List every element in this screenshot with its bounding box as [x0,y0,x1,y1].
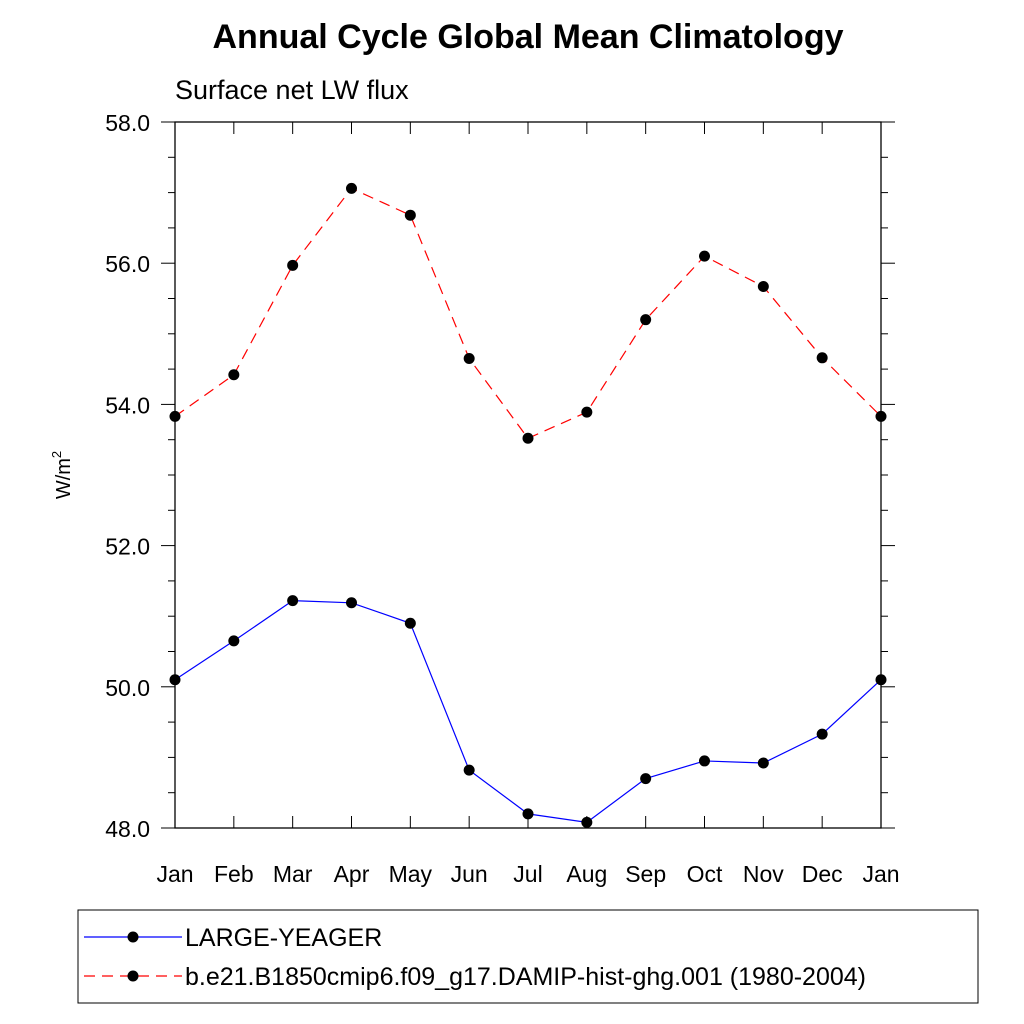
data-point [522,808,534,820]
legend-label: b.e21.B1850cmip6.f09_g17.DAMIP-hist-ghg.… [185,963,866,991]
series-line [174,187,882,440]
data-point [875,410,887,422]
data-point [463,764,475,776]
data-point [816,352,828,364]
x-tick-label: Feb [214,861,254,887]
data-point [463,353,475,365]
series-1 [169,595,887,828]
x-tick-label: Jun [451,861,488,887]
y-axis-label-superscript: 2 [49,451,64,458]
data-point [404,617,416,629]
y-tick-label: 52.0 [105,534,150,560]
plot-frame [174,121,882,829]
y-tick-label: 54.0 [105,392,150,418]
data-point [228,369,240,381]
y-tick-label: 48.0 [105,816,150,842]
data-point [581,406,593,418]
data-point [757,280,769,292]
x-tick-label: Apr [334,861,370,887]
x-tick-label: Jul [513,861,542,887]
y-tick-label: 58.0 [105,110,150,136]
data-point [287,595,299,607]
x-tick-label: Dec [802,861,843,887]
axis-ticks [161,121,895,829]
y-tick-label: 50.0 [105,675,150,701]
legend: LARGE-YEAGER b.e21.B1850cmip6.f09_g17.DAM… [84,924,866,991]
data-point [522,432,534,444]
series-layer [169,182,887,828]
data-point [816,728,828,740]
chart-subtitle: Surface net LW flux [175,75,409,105]
series-2 [169,182,887,444]
data-point [757,757,769,769]
chart-title: Annual Cycle Global Mean Climatology [213,18,844,56]
x-tick-label: Aug [566,861,607,887]
x-tick-label: Oct [687,861,723,887]
data-point [228,635,240,647]
x-tick-labels: Jan Feb Mar Apr May Jun Jul Aug Sep Oct Nov Dec Jan [156,861,899,887]
x-tick-label: Nov [743,861,784,887]
series-line [174,600,882,823]
legend-box [77,909,979,1004]
data-point [404,209,416,221]
legend-item-2: b.e21.B1850cmip6.f09_g17.DAMIP-hist-ghg.… [84,963,866,991]
legend-marker [127,931,139,943]
data-point [875,674,887,686]
y-tick-labels: 48.0 50.0 52.0 54.0 56.0 58.0 [105,110,150,842]
data-point [699,250,710,262]
x-tick-label: Jan [156,861,193,887]
data-point [640,773,652,785]
y-axis-label-base: W/m [53,458,75,499]
data-point [169,410,181,422]
legend-marker [127,970,139,982]
data-point [287,259,299,271]
data-point [640,314,652,326]
data-point [346,182,357,194]
data-point [169,674,181,686]
data-point [699,755,710,767]
legend-item-1: LARGE-YEAGER [84,924,382,952]
x-tick-label: Jan [862,861,899,887]
legend-label: LARGE-YEAGER [185,924,382,952]
y-tick-label: 56.0 [105,251,150,277]
x-tick-label: Sep [625,861,666,887]
data-point [346,597,357,609]
y-axis-label: W/m2 [49,451,75,499]
svg-text:W/m2: W/m2 [49,451,75,499]
data-point [581,816,593,828]
x-tick-label: Mar [273,861,313,887]
x-tick-label: May [389,861,433,887]
